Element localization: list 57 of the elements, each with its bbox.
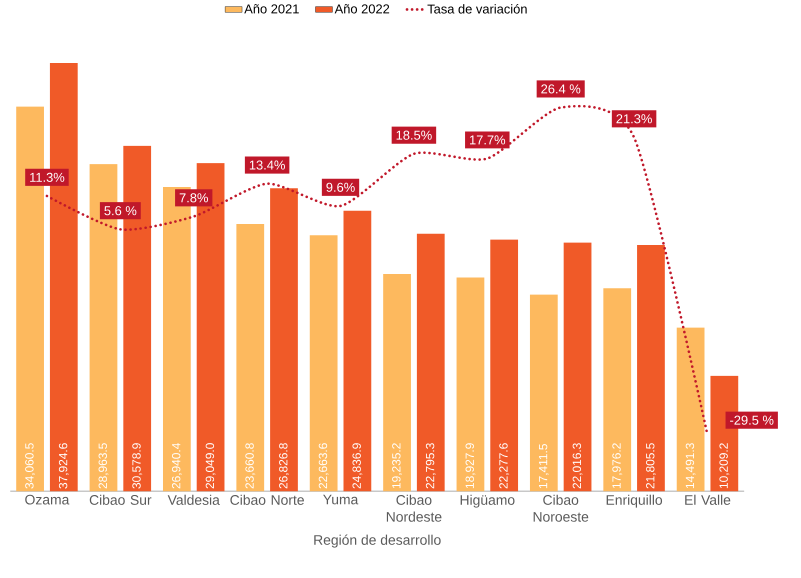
data-label: 9.6% xyxy=(326,182,355,192)
bar xyxy=(530,294,558,492)
data-label: 34,060.5 xyxy=(25,443,36,488)
data-label: 19,235.2 xyxy=(392,443,402,488)
bar xyxy=(343,210,372,492)
x-tick-label: Cibao Nordeste xyxy=(386,494,442,522)
data-label: 13.4% xyxy=(250,160,285,170)
data-label: 21.3% xyxy=(616,114,652,124)
bar xyxy=(456,277,484,492)
data-label: 5.6 % xyxy=(104,206,136,216)
bar xyxy=(564,242,592,492)
x-tick-label: Yuma xyxy=(323,494,358,504)
legend-label: Tasa de variación xyxy=(427,4,527,14)
bar xyxy=(490,240,518,492)
data-label: 10,209.2 xyxy=(719,443,730,488)
bar xyxy=(310,235,338,492)
data-label: 30,578.9 xyxy=(132,443,142,488)
x-tick-label: El Valle xyxy=(685,494,730,505)
data-label: 11.3% xyxy=(30,172,64,182)
data-label: 26,940.4 xyxy=(172,442,182,488)
data-label: -29.5 % xyxy=(730,416,774,425)
x-tick-label: Higüamo xyxy=(460,494,514,508)
x-axis-title: Región de desarrollo xyxy=(314,534,441,548)
data-label: 22,795.3 xyxy=(426,443,436,488)
data-label: 29,049.0 xyxy=(206,443,216,488)
bar xyxy=(270,188,298,492)
bar xyxy=(676,328,705,492)
x-tick-label: Cibao Sur xyxy=(90,494,152,505)
data-label: 7.8% xyxy=(180,193,208,202)
data-label: 26.4 % xyxy=(541,84,580,94)
bar xyxy=(637,244,665,492)
bar xyxy=(236,224,264,492)
x-tick-label: Cibao Noroeste xyxy=(534,494,588,522)
data-label: 23,660.8 xyxy=(245,443,256,488)
data-label: 28,963.5 xyxy=(98,443,108,488)
x-tick-label: Enriquillo xyxy=(606,494,662,508)
data-label: 17.7% xyxy=(470,135,506,144)
legend-label: Año 2022 xyxy=(334,4,390,14)
data-label: 18,927.9 xyxy=(466,443,476,488)
x-tick-label: Ozama xyxy=(25,494,70,504)
data-label: 37,924.6 xyxy=(58,443,69,488)
data-label: 22,663.6 xyxy=(318,443,329,488)
data-label: 22,016.3 xyxy=(572,443,582,488)
data-label: 21,805.5 xyxy=(646,443,656,488)
bar xyxy=(603,288,632,492)
bar xyxy=(383,274,411,492)
data-label: 14,491.3 xyxy=(686,443,696,488)
data-label: 17,411.5 xyxy=(538,444,549,488)
data-label: 26,826.8 xyxy=(279,443,289,488)
bar xyxy=(416,234,445,492)
data-label: 24,836.9 xyxy=(352,443,362,488)
data-label: 17,976.2 xyxy=(612,443,622,488)
x-tick-label: Valdesia xyxy=(168,494,220,505)
data-label: 22,277.6 xyxy=(499,443,510,488)
legend-label: Año 2021 xyxy=(244,4,299,14)
data-label: 18.5% xyxy=(396,130,432,140)
x-tick-label: Cibao Norte xyxy=(230,494,304,505)
